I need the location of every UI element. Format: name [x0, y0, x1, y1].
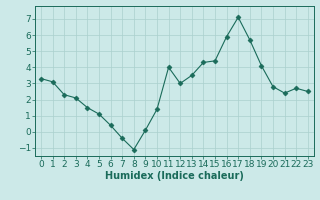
X-axis label: Humidex (Indice chaleur): Humidex (Indice chaleur) [105, 171, 244, 181]
